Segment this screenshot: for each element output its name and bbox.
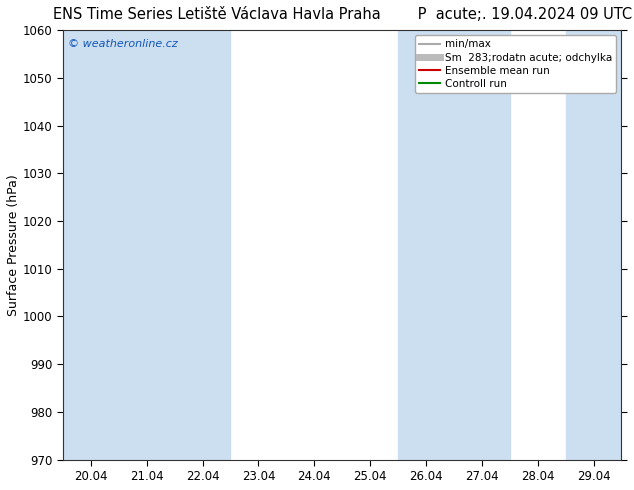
- Bar: [63, 30, 119, 460]
- Text: © weatheronline.cz: © weatheronline.cz: [68, 39, 178, 49]
- Y-axis label: Surface Pressure (hPa): Surface Pressure (hPa): [7, 174, 20, 316]
- Bar: [454, 30, 510, 460]
- Bar: [398, 30, 454, 460]
- Bar: [566, 30, 621, 460]
- Title: ENS Time Series Letiště Václava Havla Praha        P  acute;. 19.04.2024 09 UTC: ENS Time Series Letiště Václava Havla Pr…: [53, 7, 631, 22]
- Bar: [119, 30, 174, 460]
- Bar: [174, 30, 231, 460]
- Legend: min/max, Sm  283;rodatn acute; odchylka, Ensemble mean run, Controll run: min/max, Sm 283;rodatn acute; odchylka, …: [415, 35, 616, 93]
